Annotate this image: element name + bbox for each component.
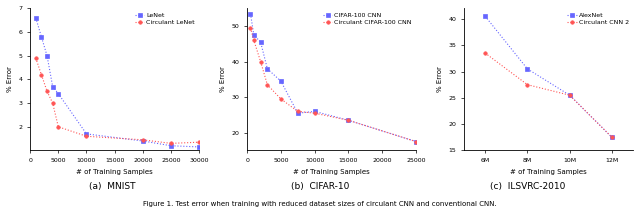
Circulant LeNet bbox=[44, 90, 51, 93]
AlexNet bbox=[524, 68, 531, 70]
Circulant LeNet bbox=[54, 126, 62, 128]
CIFAR-100 CNN bbox=[257, 41, 264, 43]
Circulant LeNet bbox=[49, 102, 56, 104]
Circulant LeNet bbox=[32, 57, 40, 59]
Line: Circulant CNN 2: Circulant CNN 2 bbox=[483, 51, 614, 139]
CIFAR-100 CNN bbox=[294, 112, 301, 115]
LeNet bbox=[38, 36, 45, 38]
LeNet bbox=[54, 92, 62, 95]
LeNet bbox=[49, 85, 56, 88]
Circulant LeNet bbox=[195, 141, 203, 143]
Circulant CIFAR-100 CNN bbox=[250, 39, 258, 42]
Circulant CIFAR-100 CNN bbox=[277, 98, 285, 100]
Circulant CIFAR-100 CNN bbox=[264, 84, 271, 86]
Circulant LeNet bbox=[139, 139, 147, 141]
AlexNet bbox=[608, 136, 616, 139]
X-axis label: # of Training Samples: # of Training Samples bbox=[510, 169, 587, 175]
Circulant CIFAR-100 CNN bbox=[246, 27, 254, 29]
Text: Figure 1. Test error when training with reduced dataset sizes of circulant CNN a: Figure 1. Test error when training with … bbox=[143, 201, 497, 207]
LeNet bbox=[195, 146, 203, 148]
Y-axis label: % Error: % Error bbox=[437, 66, 443, 92]
Y-axis label: % Error: % Error bbox=[220, 66, 226, 92]
Y-axis label: % Error: % Error bbox=[7, 66, 13, 92]
Legend: CIFAR-100 CNN, Circulant CIFAR-100 CNN: CIFAR-100 CNN, Circulant CIFAR-100 CNN bbox=[322, 11, 413, 26]
Circulant CNN 2 bbox=[524, 83, 531, 86]
CIFAR-100 CNN bbox=[246, 13, 254, 15]
Circulant LeNet bbox=[167, 142, 175, 145]
X-axis label: # of Training Samples: # of Training Samples bbox=[293, 169, 370, 175]
Line: Circulant LeNet: Circulant LeNet bbox=[34, 56, 201, 145]
Legend: AlexNet, Circulant CNN 2: AlexNet, Circulant CNN 2 bbox=[566, 11, 630, 26]
Circulant CIFAR-100 CNN bbox=[311, 112, 319, 115]
AlexNet bbox=[481, 15, 489, 18]
LeNet bbox=[167, 144, 175, 147]
LeNet bbox=[44, 55, 51, 57]
Circulant CIFAR-100 CNN bbox=[257, 60, 264, 63]
LeNet bbox=[83, 133, 90, 135]
AlexNet bbox=[566, 94, 573, 97]
Line: LeNet: LeNet bbox=[34, 16, 201, 149]
CIFAR-100 CNN bbox=[264, 68, 271, 70]
Circulant CIFAR-100 CNN bbox=[412, 140, 420, 143]
Line: AlexNet: AlexNet bbox=[483, 14, 614, 139]
CIFAR-100 CNN bbox=[412, 140, 420, 143]
Legend: LeNet, Circulant LeNet: LeNet, Circulant LeNet bbox=[134, 11, 196, 26]
LeNet bbox=[32, 17, 40, 19]
Circulant LeNet bbox=[38, 73, 45, 76]
Text: (c)  ILSVRC-2010: (c) ILSVRC-2010 bbox=[490, 182, 566, 191]
Circulant CNN 2 bbox=[608, 136, 616, 139]
Line: CIFAR-100 CNN: CIFAR-100 CNN bbox=[249, 12, 418, 143]
CIFAR-100 CNN bbox=[250, 34, 258, 36]
Circulant CIFAR-100 CNN bbox=[294, 110, 301, 113]
Circulant LeNet bbox=[83, 135, 90, 138]
Line: Circulant CIFAR-100 CNN: Circulant CIFAR-100 CNN bbox=[249, 26, 418, 143]
CIFAR-100 CNN bbox=[311, 110, 319, 113]
CIFAR-100 CNN bbox=[345, 119, 353, 121]
CIFAR-100 CNN bbox=[277, 80, 285, 83]
Circulant CNN 2 bbox=[566, 94, 573, 97]
Text: (b)  CIFAR-10: (b) CIFAR-10 bbox=[291, 182, 349, 191]
Circulant CNN 2 bbox=[481, 52, 489, 54]
LeNet bbox=[139, 140, 147, 142]
Circulant CIFAR-100 CNN bbox=[345, 119, 353, 121]
Text: (a)  MNIST: (a) MNIST bbox=[89, 182, 135, 191]
X-axis label: # of Training Samples: # of Training Samples bbox=[76, 169, 153, 175]
